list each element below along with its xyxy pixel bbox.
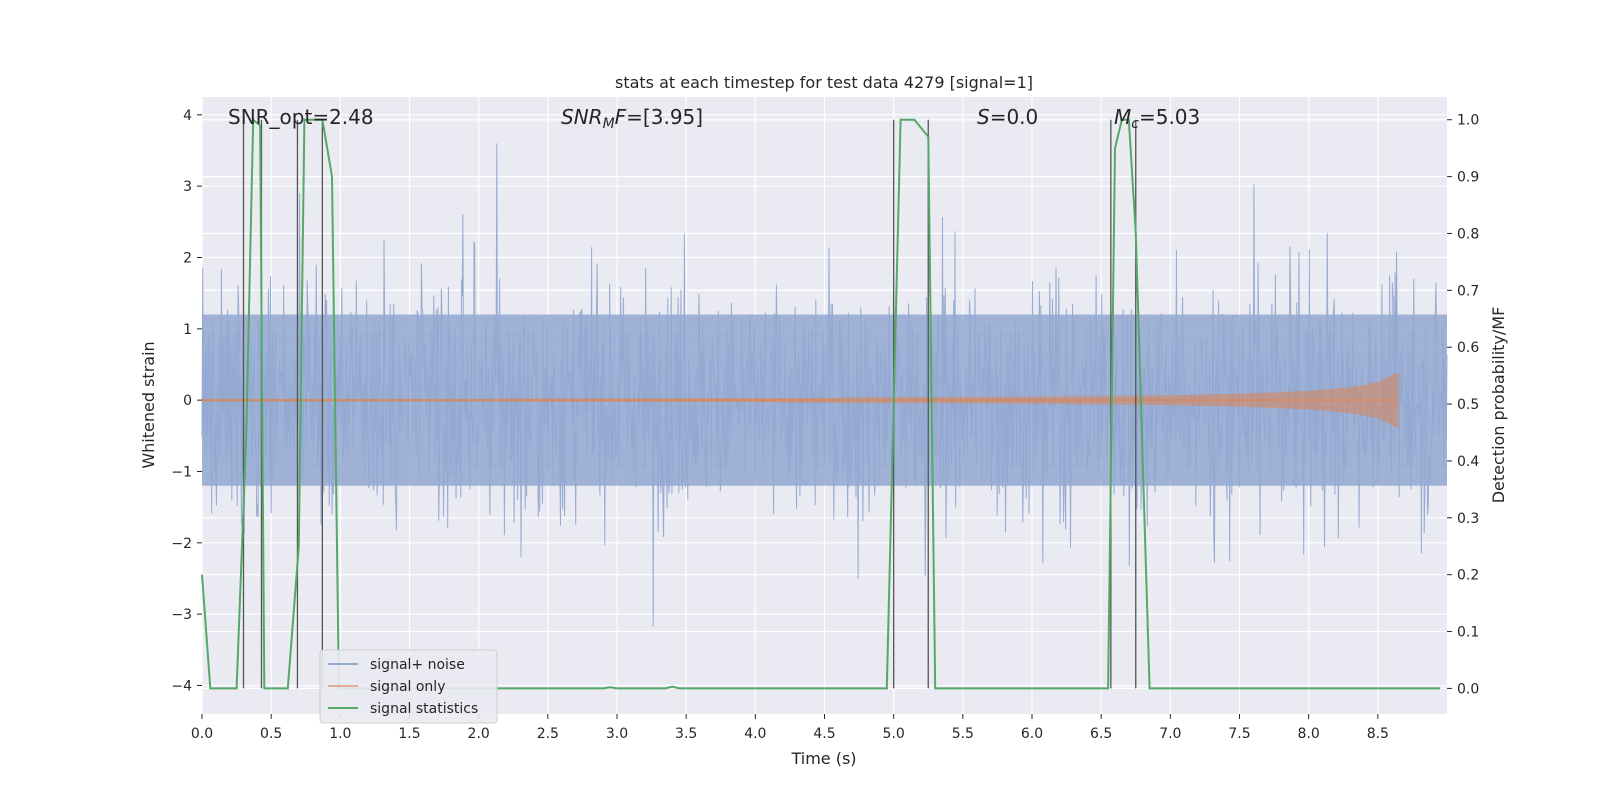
y-right-tick-label: 0.2 — [1457, 568, 1479, 584]
stats-line — [201, 117, 1441, 690]
y-left-tick-label: 3 — [183, 179, 192, 195]
y-right-tick-label: 1.0 — [1457, 113, 1479, 129]
x-tick-label: 2.5 — [537, 726, 559, 742]
x-tick-label: 8.0 — [1298, 726, 1320, 742]
y-left-tick-label: −4 — [171, 678, 192, 694]
legend: signal+ noise signal only signal statist… — [319, 649, 498, 724]
y-left-tick-label: 0 — [183, 393, 192, 409]
signal-only-series — [202, 371, 1399, 429]
x-tick-label: 4.5 — [813, 726, 835, 742]
y-right-tick-label: 0.3 — [1457, 511, 1479, 527]
y-left-tick-label: 2 — [183, 250, 192, 266]
y-left-tick-label: 4 — [183, 108, 192, 124]
x-tick-label: 1.0 — [329, 726, 351, 742]
legend-box — [319, 649, 498, 724]
y-left-tick-label: −2 — [171, 536, 192, 552]
y-left-tick-label: −3 — [171, 607, 192, 623]
x-tick-label: 4.0 — [744, 726, 766, 742]
y-left-tick-label: 1 — [183, 322, 192, 338]
legend-label-stats: signal statistics — [370, 701, 478, 717]
y-right-tick-label: 0.7 — [1457, 283, 1479, 299]
x-tick-label: 8.5 — [1367, 726, 1389, 742]
y-right-tick-label: 0.0 — [1457, 681, 1479, 697]
annotation-snr-mf: SNRMF=[3.95] — [561, 105, 703, 132]
annotation-mc: Mc=5.03 — [1114, 105, 1200, 132]
y-right-axis-ticks: 1.0 0.9 0.8 0.7 0.6 0.5 0.4 0.3 0.2 0.1 0.0 — [1447, 113, 1479, 697]
x-tick-label: 5.5 — [952, 726, 974, 742]
x-tick-label: 5.0 — [883, 726, 905, 742]
y-left-axis-label: Whitened strain — [139, 341, 158, 468]
y-left-axis-ticks: 4 3 2 1 0 −1 −2 −3 −4 — [171, 108, 202, 694]
y-right-tick-label: 0.5 — [1457, 397, 1479, 413]
y-right-tick-label: 0.9 — [1457, 170, 1479, 186]
x-tick-label: 3.0 — [606, 726, 628, 742]
x-tick-label: 7.0 — [1159, 726, 1181, 742]
x-tick-label: 6.0 — [1021, 726, 1043, 742]
y-right-axis-label: Detection probability/MF — [1489, 307, 1508, 504]
y-right-tick-label: 0.1 — [1457, 625, 1479, 641]
y-right-tick-label: 0.8 — [1457, 226, 1479, 242]
signal-statistics-series — [201, 117, 1441, 690]
legend-label-signal: signal only — [370, 679, 445, 695]
x-tick-label: 3.5 — [675, 726, 697, 742]
annotation-snr-opt: SNR_opt=2.48 — [228, 105, 374, 129]
y-left-tick-label: −1 — [171, 464, 192, 480]
y-right-tick-label: 0.4 — [1457, 454, 1479, 470]
x-tick-label: 6.5 — [1090, 726, 1112, 742]
x-tick-label: 7.5 — [1228, 726, 1250, 742]
x-axis-label: Time (s) — [790, 749, 856, 768]
annotation-s: S=0.0 — [977, 105, 1038, 129]
x-tick-label: 2.0 — [468, 726, 490, 742]
chart-title: stats at each timestep for test data 427… — [615, 73, 1033, 92]
y-right-tick-label: 0.6 — [1457, 340, 1479, 356]
x-tick-label: 1.5 — [398, 726, 420, 742]
x-tick-label: 0.5 — [260, 726, 282, 742]
x-axis-ticks: 0.0 0.5 1.0 1.5 2.0 2.5 3.0 3.5 4.0 4.5 5.0 5.5 6.0 6… — [191, 714, 1389, 742]
legend-label-noise: signal+ noise — [370, 657, 465, 673]
x-tick-label: 0.0 — [191, 726, 213, 742]
